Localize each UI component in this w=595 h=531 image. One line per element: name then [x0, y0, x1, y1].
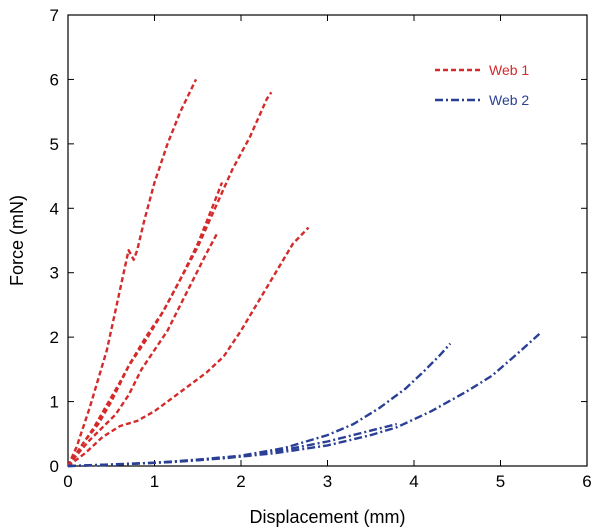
- y-tick-label: 5: [50, 135, 59, 154]
- x-tick-label: 2: [236, 472, 245, 491]
- x-axis-title: Displacement (mm): [249, 507, 405, 527]
- series-line-web-1-3: [67, 182, 224, 467]
- plot-border: [67, 14, 588, 467]
- tick-labels: 0 1 2 3 4 5 6 0 1 2 3 4 5 6 7: [50, 6, 592, 491]
- series-line-web-2-8: [67, 422, 397, 468]
- y-tick-label: 6: [50, 70, 59, 89]
- x-tick-label: 4: [409, 472, 418, 491]
- plot-frame: [67, 14, 588, 467]
- series-line-web-1-4: [67, 233, 218, 467]
- y-tick-label: 0: [50, 457, 59, 476]
- legend-label: Web 1: [489, 62, 529, 78]
- series-layer: [66, 78, 541, 468]
- x-tick-label: 5: [496, 472, 505, 491]
- series-line-web-1-1: [66, 78, 198, 467]
- legend-label: Web 2: [489, 92, 529, 108]
- y-tick-label: 3: [50, 264, 59, 283]
- y-tick-label: 2: [50, 328, 59, 347]
- legend: Web 1 Web 2: [435, 62, 529, 108]
- y-tick-label: 1: [50, 393, 59, 412]
- y-tick-label: 7: [50, 6, 59, 25]
- series-line-web-2-6: [67, 342, 452, 468]
- x-tick-label: 1: [150, 472, 159, 491]
- axis-ticks: [67, 14, 588, 467]
- y-axis-title: Force (mN): [7, 195, 27, 286]
- series-line-web-1-5: [67, 226, 310, 467]
- series-line-web-1-2: [67, 91, 273, 467]
- x-tick-label: 0: [63, 472, 72, 491]
- y-tick-label: 4: [50, 199, 59, 218]
- x-tick-label: 6: [582, 472, 591, 491]
- x-tick-label: 3: [323, 472, 332, 491]
